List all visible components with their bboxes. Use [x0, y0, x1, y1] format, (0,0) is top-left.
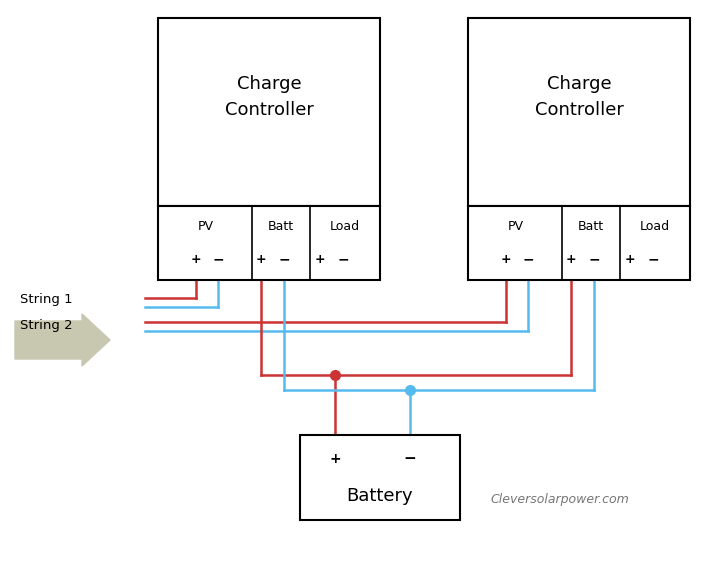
Text: −: −	[212, 252, 224, 266]
Text: +: +	[315, 253, 325, 266]
Text: Cleversolarpower.com: Cleversolarpower.com	[490, 494, 628, 507]
Text: Batt: Batt	[578, 220, 605, 233]
Bar	[158, 18, 380, 206]
FancyArrow shape	[15, 314, 110, 366]
Text: Load: Load	[640, 220, 670, 233]
Bar	[158, 206, 380, 280]
Text: Charge
Controller: Charge Controller	[534, 75, 623, 119]
Text: +: +	[256, 253, 266, 266]
Text: −: −	[278, 252, 290, 266]
Text: +: +	[190, 253, 201, 266]
Text: String 2: String 2	[20, 319, 72, 332]
Bar	[300, 435, 460, 520]
Text: Batt: Batt	[268, 220, 294, 233]
Text: +: +	[329, 452, 341, 466]
Bar	[468, 18, 690, 206]
Text: PV: PV	[508, 220, 523, 233]
Text: −: −	[403, 451, 416, 466]
Text: −: −	[647, 252, 659, 266]
Text: Load: Load	[330, 220, 361, 233]
Text: −: −	[588, 252, 599, 266]
Text: Charge
Controller: Charge Controller	[224, 75, 313, 119]
Text: −: −	[522, 252, 534, 266]
Text: +: +	[565, 253, 576, 266]
Text: Battery: Battery	[347, 487, 413, 505]
Text: −: −	[337, 252, 349, 266]
Bar	[468, 206, 690, 280]
Text: PV: PV	[197, 220, 214, 233]
Text: +: +	[625, 253, 636, 266]
Text: +: +	[501, 253, 511, 266]
Text: String 1: String 1	[20, 294, 72, 307]
